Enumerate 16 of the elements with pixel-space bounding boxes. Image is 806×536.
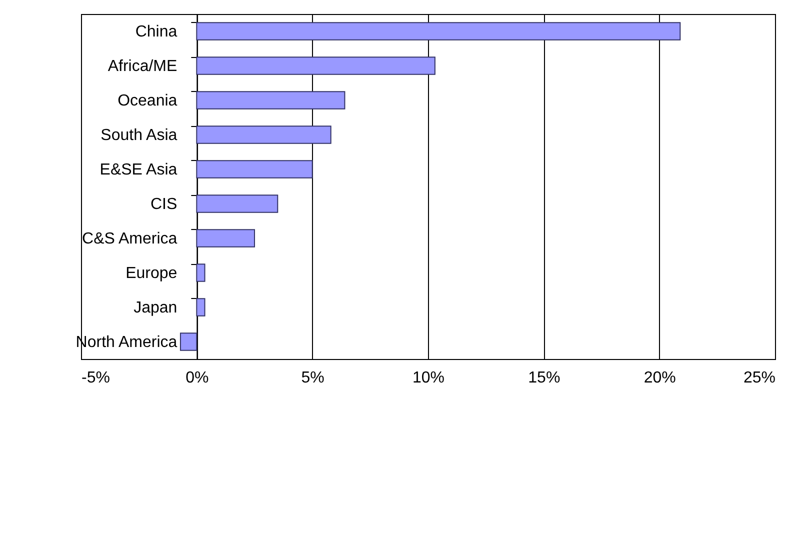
x-tick-label: 5% [301, 370, 324, 386]
y-tick-label: Oceania [118, 92, 178, 110]
x-tick-label: 20% [644, 370, 676, 386]
x-tick-label: 15% [528, 370, 560, 386]
y-tick-label: CIS [150, 196, 178, 213]
y-tick-label: E&SE Asia [100, 161, 178, 178]
y-tick-label: China [135, 23, 178, 40]
y-tick-label: Europe [126, 264, 178, 282]
y-tick-label: Japan [134, 299, 178, 316]
y-tick-label: C&S America [82, 230, 178, 248]
y-tick-label: South Asia [100, 126, 178, 144]
x-tick-label: 0% [186, 370, 209, 386]
x-tick-label: -5% [82, 370, 110, 386]
x-tick-label: 10% [412, 370, 445, 386]
y-tick-label: Africa/ME [108, 58, 178, 75]
x-tick-label: 25% [743, 370, 776, 386]
